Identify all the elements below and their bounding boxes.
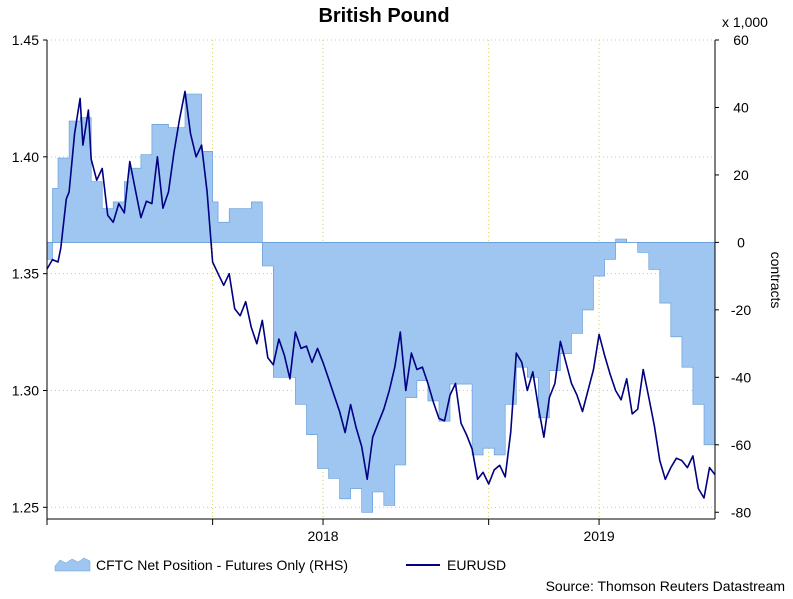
left-axis-ticks: 1.45 1.40 1.35 1.30 1.25: [12, 32, 47, 515]
cftc-area: [46, 93, 716, 513]
legend: CFTC Net Position - Futures Only (RHS) E…: [54, 557, 506, 573]
legend-item-eurusd: EURUSD: [406, 557, 506, 573]
right-tick-label-7: -80: [731, 504, 751, 520]
eurusd-line: [46, 90, 716, 499]
right-axis-ticks: 60 40 20 0 -20 -40 -60 -80: [715, 32, 751, 520]
right-tick-label-1: 40: [733, 99, 749, 115]
chart-title: British Pound: [318, 5, 449, 27]
left-tick-label-2: 1.35: [12, 266, 39, 282]
legend-item-cftc: CFTC Net Position - Futures Only (RHS): [54, 557, 348, 573]
left-tick-label-1: 1.40: [12, 149, 39, 165]
eurusd-line-layer: [46, 90, 716, 499]
right-axis-multiplier: x 1,000: [722, 14, 768, 30]
cftc-area-layer: [46, 93, 716, 513]
right-tick-label-3: 0: [737, 234, 745, 250]
x-axis-ticks: 2018 2019: [46, 519, 615, 544]
x-tick-label-1: 2019: [583, 528, 614, 544]
source-note: Source: Thomson Reuters Datastream: [546, 578, 785, 594]
x-tick-label-0: 2018: [307, 528, 338, 544]
left-tick-label-0: 1.45: [12, 32, 39, 48]
right-axis-label: contracts: [768, 252, 784, 309]
legend-label-cftc: CFTC Net Position - Futures Only (RHS): [96, 557, 348, 573]
legend-label-eurusd: EURUSD: [447, 557, 506, 573]
left-tick-label-3: 1.30: [12, 382, 39, 398]
legend-swatch-area: [54, 557, 91, 572]
right-tick-label-5: -40: [731, 369, 751, 385]
right-tick-label-2: 20: [733, 167, 749, 183]
plot-frame: [46, 40, 716, 520]
right-tick-label-6: -60: [731, 437, 751, 453]
right-tick-label-0: 60: [733, 32, 749, 48]
left-tick-label-4: 1.25: [12, 499, 39, 515]
right-tick-label-4: -20: [731, 302, 751, 318]
